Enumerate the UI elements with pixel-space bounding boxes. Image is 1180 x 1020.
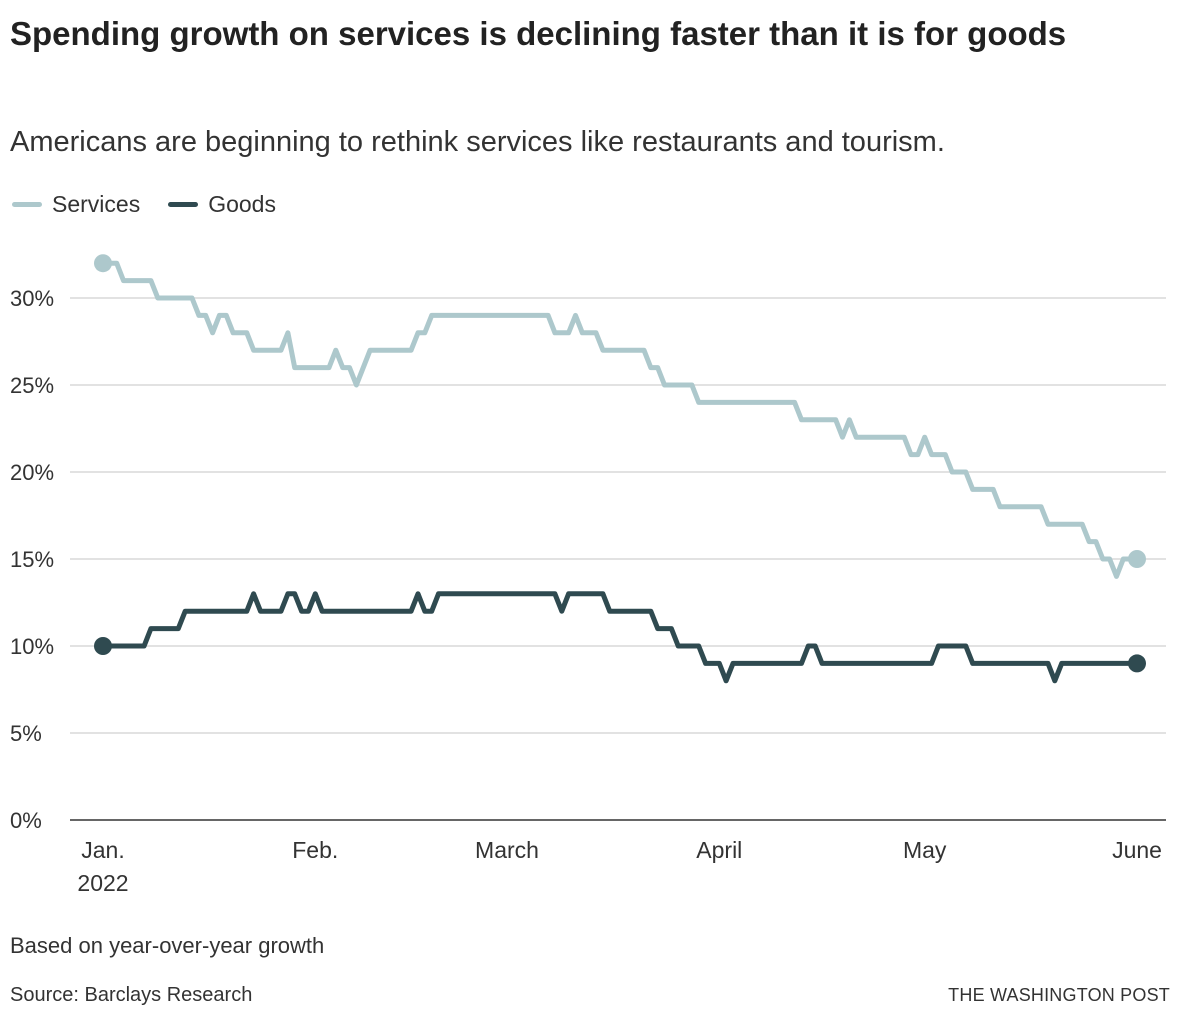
endpoint-services-start [94, 254, 112, 273]
x-tick-label: May [903, 837, 947, 863]
y-tick-label: 15% [10, 547, 54, 572]
series-line-goods [100, 591, 1140, 684]
y-tick-label: 20% [10, 460, 54, 485]
y-tick-label: 10% [10, 634, 54, 659]
legend-swatch-goods [168, 202, 199, 207]
legend-item-goods: Goods [168, 191, 276, 218]
chart-subtitle: Americans are beginning to rethink servi… [10, 126, 945, 158]
endpoint-services-end [1128, 550, 1146, 568]
x-tick-label: Feb. [292, 837, 338, 863]
legend-label-goods: Goods [208, 191, 276, 217]
endpoint-goods-end [1128, 654, 1146, 673]
legend-label-services: Services [52, 191, 141, 217]
x-tick-label: April [696, 837, 742, 863]
legend-swatch-services [12, 202, 42, 207]
y-tick-label: 0% [10, 808, 42, 833]
y-tick-label: 25% [10, 373, 54, 398]
legend-item-services: Services [12, 191, 140, 218]
source-credit: Source: Barclays Research [10, 984, 253, 1006]
x-tick-label: Jan. [81, 837, 124, 863]
y-tick-label: 5% [10, 721, 42, 746]
y-tick-label: 30% [10, 286, 54, 311]
x-tick-sublabel: 2022 [77, 870, 128, 896]
x-tick-label: March [475, 837, 539, 863]
publisher-brand: THE WASHINGTON POST [948, 985, 1170, 1005]
x-tick-label: June [1112, 837, 1162, 863]
chart-note: Based on year-over-year growth [10, 933, 325, 958]
legend: Services Goods [12, 191, 304, 218]
chart-title: Spending growth on services is declining… [10, 15, 1067, 52]
endpoint-goods-start [94, 637, 112, 655]
series-line-services [100, 260, 1140, 579]
